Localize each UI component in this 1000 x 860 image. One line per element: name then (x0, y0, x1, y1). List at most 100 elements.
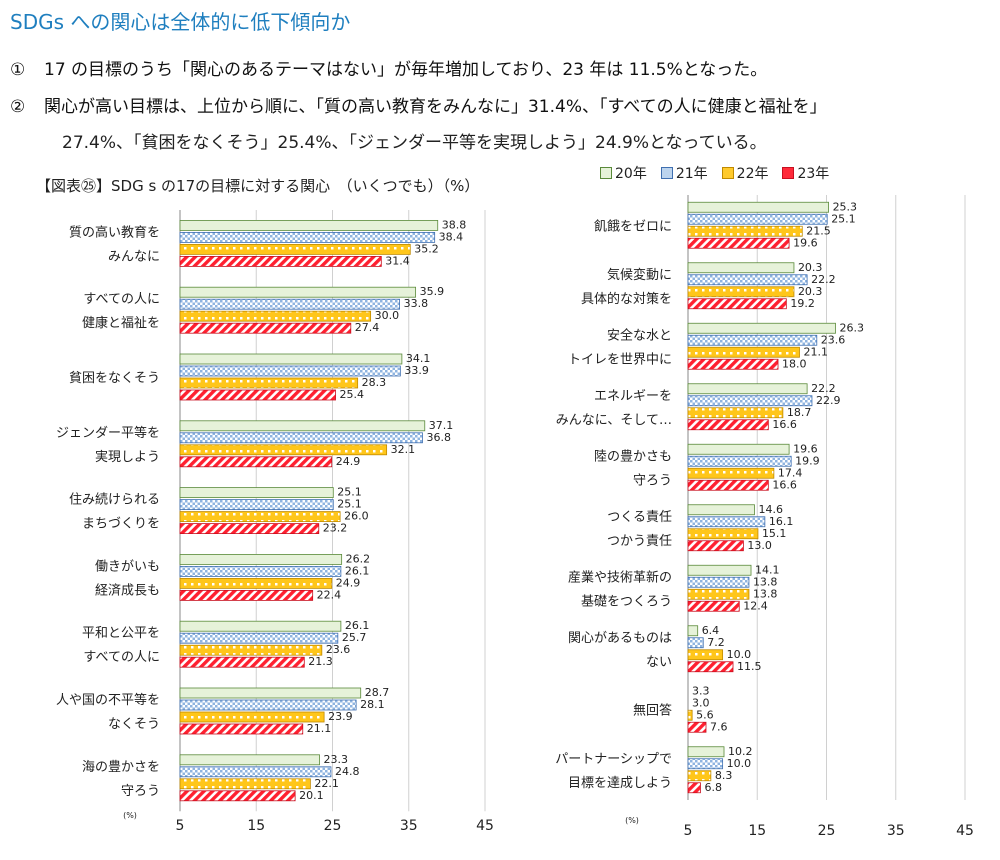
category-label: 人や国の不平等を (56, 692, 160, 708)
data-label: 23.6 (821, 333, 846, 346)
bar-21年 (687, 637, 704, 649)
data-label: 38.8 (442, 218, 467, 231)
bar-22年 (687, 225, 803, 237)
data-label: 21.1 (307, 722, 332, 735)
category-label: ジェンダー平等を (56, 425, 160, 441)
bar-23年 (687, 540, 744, 552)
data-label: 19.2 (790, 297, 815, 310)
data-label: 26.3 (840, 321, 865, 334)
legend-label-20: 20年 (615, 166, 647, 182)
figure-title: 【図表㉕】SDG s の17の目標に対する関心 （いくつでも）（%） (36, 177, 480, 195)
data-label: 10.0 (727, 648, 752, 661)
bar-23年 (687, 661, 734, 673)
data-label: 18.0 (782, 357, 807, 370)
data-label: 7.2 (707, 636, 725, 649)
category-label: すべての人に (83, 650, 160, 665)
data-label: 37.1 (429, 419, 454, 432)
bar-20年 (687, 383, 808, 395)
bar-21年 (687, 334, 818, 346)
data-label: 22.2 (811, 273, 836, 286)
data-label: 17.4 (778, 466, 803, 479)
category-label: 飢餓をゼロに (594, 219, 672, 234)
bar-23年 (179, 389, 336, 401)
category-label: 目標を達成しよう (568, 776, 672, 791)
bar-20年 (179, 219, 439, 231)
category-label: 産業や技術革新の (568, 569, 672, 585)
category-label: 具体的な対策を (581, 291, 672, 307)
data-label: 19.9 (795, 454, 820, 467)
bar-21年 (179, 365, 401, 377)
bar-21年 (179, 699, 357, 711)
data-label: 33.9 (404, 364, 429, 377)
category-label: 貧困をなくそう (69, 371, 160, 386)
bar-23年 (687, 782, 701, 794)
bar-20年 (687, 625, 699, 637)
bar-20年 (687, 443, 790, 455)
data-label: 21.5 (806, 224, 831, 237)
bar-20年 (179, 487, 334, 499)
data-label: 23.9 (328, 710, 353, 723)
legend-item-20: 20年 (600, 163, 647, 183)
data-label: 18.7 (787, 406, 812, 419)
x-tick-label: 25 (324, 818, 342, 834)
bar-21年 (179, 499, 334, 511)
data-label: 25.1 (831, 212, 856, 225)
category-label: エネルギーを (594, 389, 672, 404)
data-label: 21.1 (803, 345, 828, 358)
bar-22年 (687, 528, 759, 540)
category-label: トイレを世界中に (568, 352, 672, 367)
bar-22年 (687, 649, 724, 661)
bar-21年 (687, 395, 813, 407)
category-label: 陸の豊かさも (594, 448, 672, 464)
category-label: 守ろう (121, 784, 160, 799)
data-label: 25.1 (337, 498, 362, 511)
bar-20年 (179, 754, 320, 766)
legend-swatch-22 (721, 167, 734, 179)
bar-22年 (179, 243, 411, 255)
data-label: 20.3 (798, 285, 823, 298)
category-label: 安全な水と (607, 327, 672, 343)
legend-swatch-23 (782, 167, 795, 179)
data-label: 11.5 (737, 660, 762, 673)
data-label: 24.8 (335, 765, 360, 778)
data-label: 30.0 (375, 309, 400, 322)
data-label: 5.6 (696, 708, 714, 721)
data-label: 24.9 (336, 576, 361, 589)
bar-21年 (179, 632, 339, 644)
data-label: 7.6 (710, 720, 728, 733)
category-label: ない (646, 655, 672, 670)
bar-21年 (687, 274, 808, 286)
x-tick-label: 15 (748, 823, 766, 839)
bar-20年 (687, 564, 752, 576)
bar-23年 (687, 419, 769, 431)
bar-22年 (687, 588, 750, 600)
category-label: 健康と福祉を (82, 315, 160, 331)
data-label: 36.8 (426, 431, 451, 444)
bar-21年 (179, 766, 332, 778)
data-label: 26.0 (344, 510, 369, 523)
bar-23年 (179, 656, 305, 668)
data-label: 16.1 (769, 515, 794, 528)
data-label: 22.2 (811, 382, 836, 395)
bar-21年 (179, 566, 342, 577)
bar-23年 (179, 255, 382, 267)
summary-point-2: ② 関心が高い目標は、上位から順に、「質の高い教育をみんなに」31.4%、「すべて… (10, 92, 827, 117)
data-label: 3.0 (692, 696, 710, 709)
data-label: 6.4 (702, 624, 720, 637)
bar-23年 (179, 456, 333, 468)
x-tick-label: 5 (684, 823, 693, 839)
data-label: 25.4 (340, 388, 365, 401)
data-label: 26.2 (346, 552, 371, 565)
bar-20年 (687, 746, 725, 758)
bar-20年 (179, 554, 343, 565)
data-label: 25.3 (833, 200, 858, 213)
bar-22年 (687, 346, 800, 358)
data-label: 25.1 (337, 486, 362, 499)
data-label: 25.7 (342, 631, 367, 644)
data-label: 14.6 (758, 503, 783, 516)
data-label: 16.6 (772, 478, 797, 491)
x-tick-label: 25 (818, 823, 836, 839)
bar-23年 (179, 790, 296, 802)
category-label: 住み続けられる (69, 493, 160, 508)
